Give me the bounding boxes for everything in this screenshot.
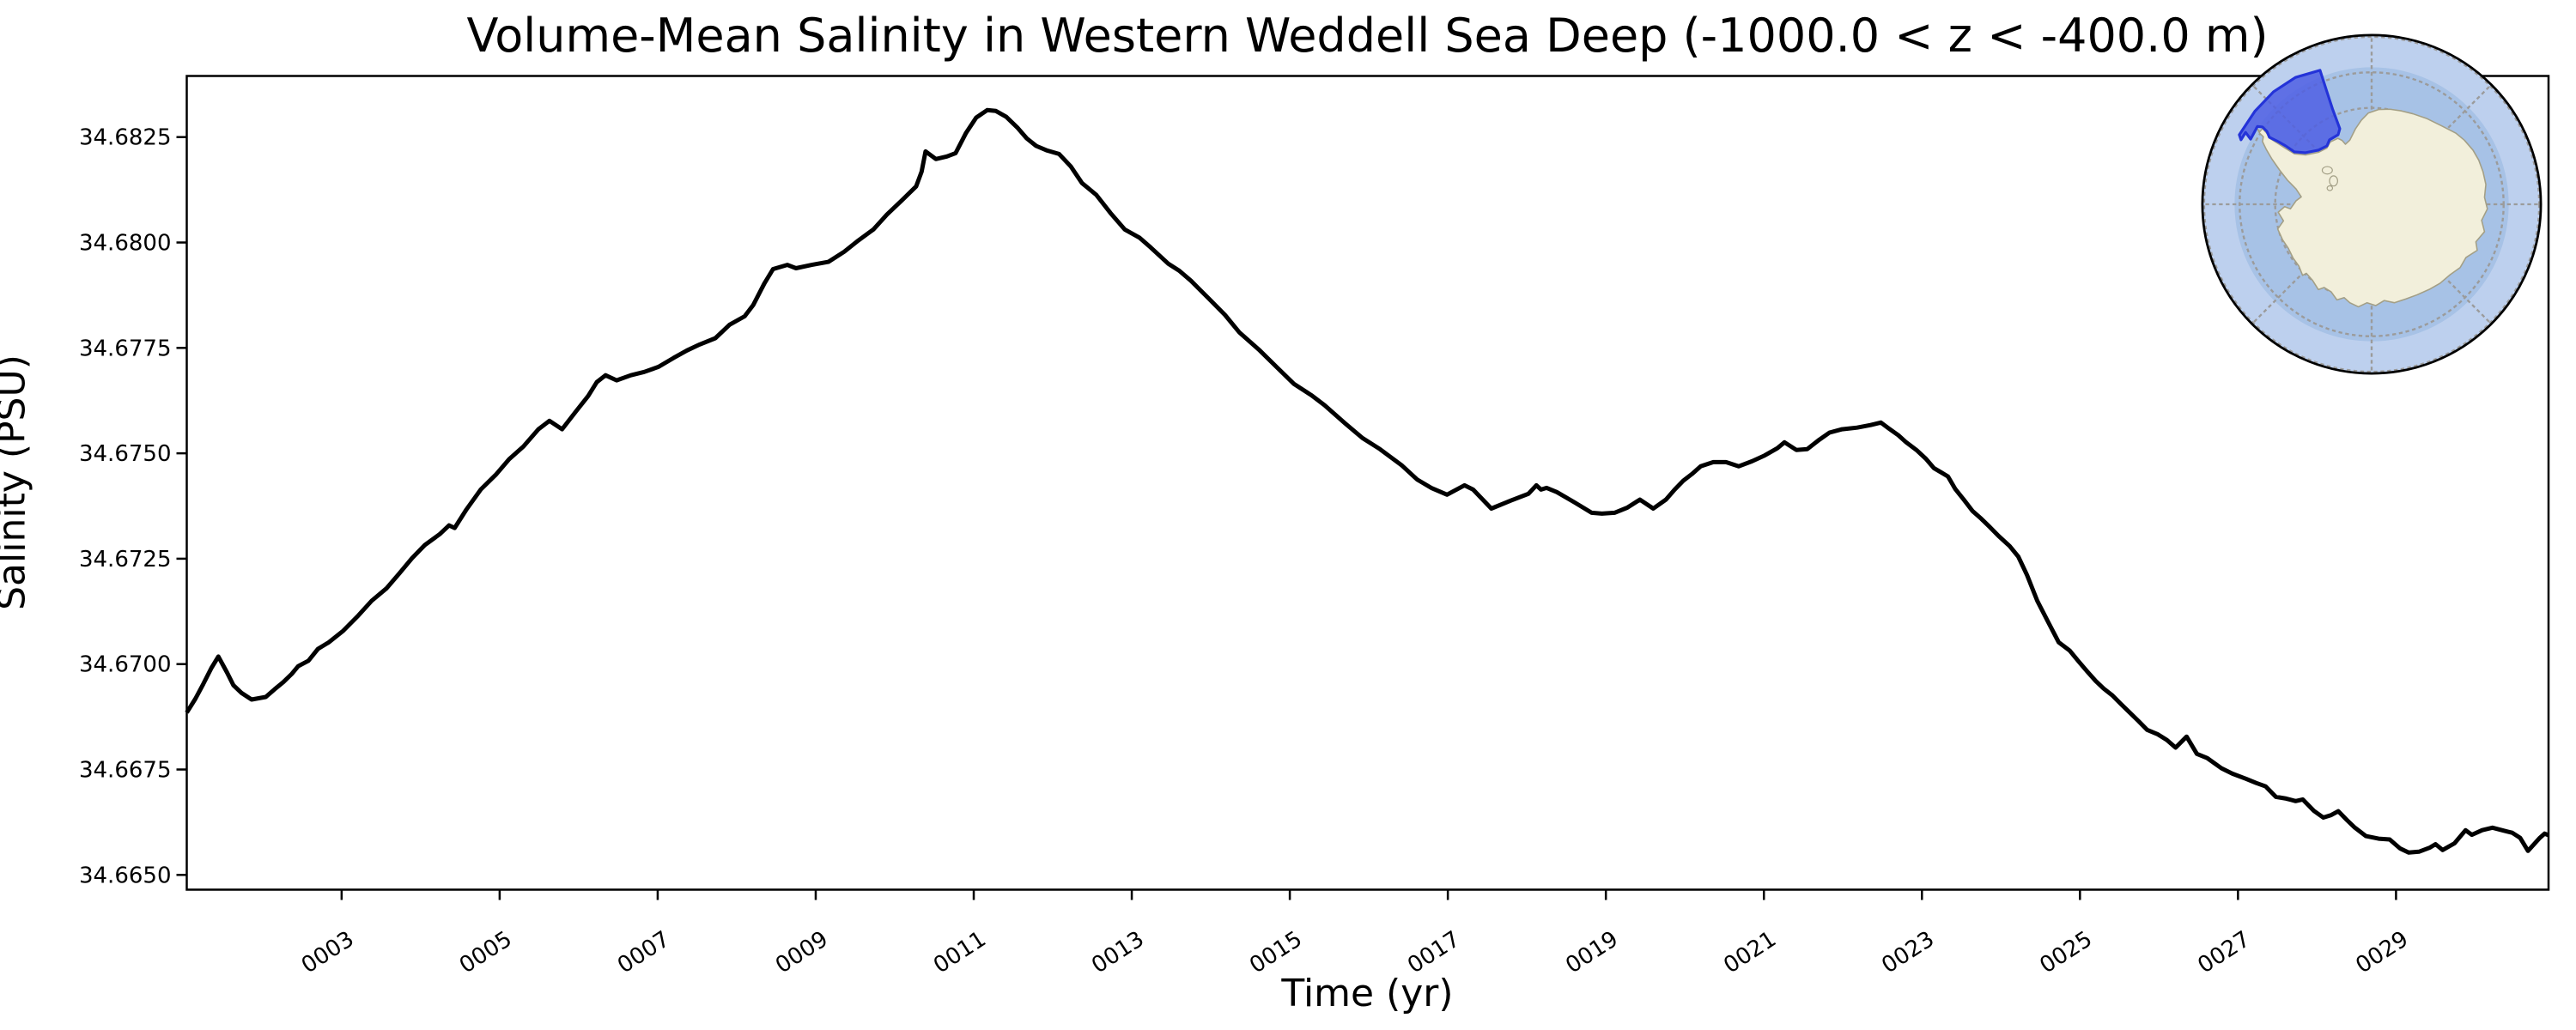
x-axis-ticks: 0003 0005 0007 0009 0011 0013 0015 0017 0019 0021… — [297, 889, 2413, 978]
chart-title: Volume-Mean Salinity in Western Weddell … — [466, 9, 2269, 63]
antarctica-landmass — [2254, 108, 2488, 308]
map-contents — [2202, 34, 2542, 374]
weddell-sea-region-highlight — [2238, 69, 2342, 154]
plot-spines — [185, 75, 2550, 891]
y-tick-label: 34.6700 — [79, 652, 172, 678]
x-axis-label: Time (yr) — [1281, 972, 1454, 1015]
y-tick-label: 34.6775 — [79, 336, 172, 361]
island — [2329, 175, 2338, 187]
antarctica-inset-map — [2201, 33, 2543, 375]
y-tick-label: 34.6800 — [79, 231, 172, 257]
latitude-circle — [2239, 71, 2505, 337]
y-tick-label: 34.6725 — [79, 547, 172, 573]
salinity-line — [185, 107, 2549, 855]
y-axis-ticks: 34.6650 34.6675 34.6700 34.6725 34.6750 34.67… — [79, 125, 187, 888]
island — [2321, 166, 2333, 175]
y-axis-label: Salinity (PSU) — [0, 354, 34, 610]
y-tick-label: 34.6675 — [79, 758, 172, 784]
latitude-circle — [2202, 35, 2541, 373]
outer-ocean-ring — [2202, 34, 2542, 374]
y-tick-label: 34.6825 — [79, 125, 172, 151]
y-tick-label: 34.6650 — [79, 863, 172, 888]
y-tick-label: 34.6750 — [79, 441, 172, 467]
island — [2326, 185, 2334, 191]
map-boundary-circle — [2201, 33, 2543, 375]
